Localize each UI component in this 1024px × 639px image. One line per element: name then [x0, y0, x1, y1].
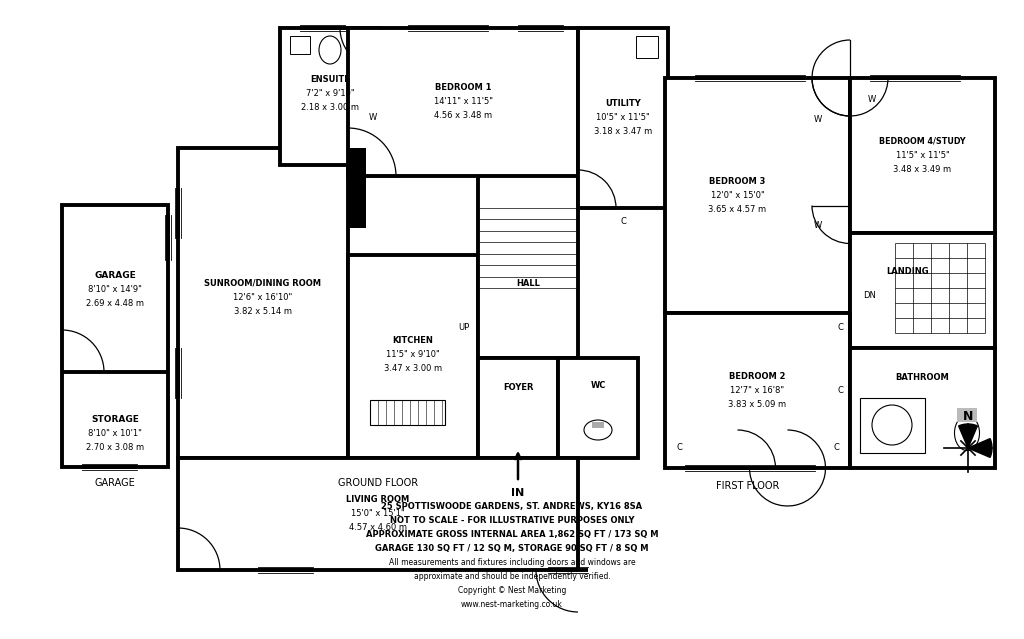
Text: 14'11" x 11'5": 14'11" x 11'5": [433, 98, 493, 107]
Text: GROUND FLOOR: GROUND FLOOR: [338, 478, 418, 488]
Ellipse shape: [872, 405, 912, 445]
Text: 8'10" x 14'9": 8'10" x 14'9": [88, 284, 142, 293]
Text: BEDROOM 4/STUDY: BEDROOM 4/STUDY: [880, 137, 966, 146]
Text: APPROXIMATE GROSS INTERNAL AREA 1,862 SQ FT / 173 SQ M: APPROXIMATE GROSS INTERNAL AREA 1,862 SQ…: [366, 530, 658, 539]
Text: approximate and should be independently verified.: approximate and should be independently …: [414, 572, 610, 581]
Text: 3.65 x 4.57 m: 3.65 x 4.57 m: [709, 205, 767, 214]
Text: C: C: [621, 217, 626, 226]
Text: BEDROOM 3: BEDROOM 3: [710, 177, 766, 186]
Text: LANDING: LANDING: [886, 266, 929, 275]
Text: W: W: [814, 221, 822, 230]
Text: 8'10" x 10'1": 8'10" x 10'1": [88, 429, 142, 438]
Text: NOT TO SCALE - FOR ILLUSTRATIVE PURPOSES ONLY: NOT TO SCALE - FOR ILLUSTRATIVE PURPOSES…: [390, 516, 634, 525]
Text: N: N: [963, 410, 973, 422]
Text: UP: UP: [459, 323, 470, 332]
Text: IN: IN: [511, 488, 524, 498]
Text: 12'0" x 15'0": 12'0" x 15'0": [711, 191, 764, 200]
Text: 2.18 x 3.00 m: 2.18 x 3.00 m: [301, 104, 359, 112]
Bar: [850, 233, 995, 348]
Text: 12'6" x 16'10": 12'6" x 16'10": [233, 293, 293, 302]
Text: BEDROOM 2: BEDROOM 2: [729, 372, 785, 381]
Text: 11'5" x 11'5": 11'5" x 11'5": [896, 151, 949, 160]
Bar: [178, 458, 578, 570]
Bar: [578, 28, 668, 208]
Text: WC: WC: [590, 381, 605, 390]
Polygon shape: [958, 424, 977, 448]
Text: 11'5" x 9'10": 11'5" x 9'10": [386, 350, 440, 359]
Text: KITCHEN: KITCHEN: [392, 336, 433, 345]
Bar: [348, 28, 578, 176]
Text: ENSUITE: ENSUITE: [310, 75, 350, 84]
Text: DN: DN: [863, 291, 877, 300]
Bar: [290, 36, 310, 54]
Bar: [370, 400, 445, 425]
Text: W: W: [814, 116, 822, 125]
Text: 4.57 x 4.60 m: 4.57 x 4.60 m: [349, 523, 407, 532]
Text: SUNROOM/DINING ROOM: SUNROOM/DINING ROOM: [205, 279, 322, 288]
Bar: [665, 313, 850, 468]
Ellipse shape: [584, 420, 612, 440]
Bar: [348, 148, 366, 228]
Text: 7'2" x 9'10": 7'2" x 9'10": [306, 89, 354, 98]
Bar: [62, 205, 168, 467]
Bar: [558, 358, 638, 458]
Text: Copyright © Nest Marketing: Copyright © Nest Marketing: [458, 586, 566, 595]
Text: C: C: [837, 386, 843, 395]
Text: GARAGE 130 SQ FT / 12 SQ M, STORAGE 90 SQ FT / 8 SQ M: GARAGE 130 SQ FT / 12 SQ M, STORAGE 90 S…: [375, 544, 649, 553]
Bar: [592, 422, 604, 428]
Text: C: C: [837, 323, 843, 332]
Text: GARAGE: GARAGE: [94, 478, 135, 488]
Polygon shape: [968, 438, 992, 458]
Text: FOYER: FOYER: [503, 383, 534, 392]
Text: C: C: [834, 443, 839, 452]
Text: 12'7" x 16'8": 12'7" x 16'8": [730, 386, 784, 395]
Bar: [636, 36, 658, 58]
Text: 3.82 x 5.14 m: 3.82 x 5.14 m: [234, 307, 292, 316]
Text: FIRST FLOOR: FIRST FLOOR: [716, 481, 779, 491]
Text: STORAGE: STORAGE: [91, 415, 139, 424]
Text: GARAGE: GARAGE: [94, 270, 136, 279]
Bar: [850, 348, 995, 468]
Bar: [478, 148, 578, 358]
Text: BATHROOM: BATHROOM: [896, 374, 949, 383]
Text: 2.70 x 3.08 m: 2.70 x 3.08 m: [86, 443, 144, 452]
Text: 25 SPOTTISWOODE GARDENS, ST. ANDREWS, KY16 8SA: 25 SPOTTISWOODE GARDENS, ST. ANDREWS, KY…: [381, 502, 643, 511]
Bar: [348, 255, 478, 458]
Text: 15'0" x 15'1": 15'0" x 15'1": [351, 509, 404, 518]
Bar: [957, 408, 977, 422]
Ellipse shape: [954, 415, 980, 450]
Text: www.nest-marketing.co.uk: www.nest-marketing.co.uk: [461, 600, 563, 609]
Bar: [478, 358, 558, 458]
Text: W: W: [369, 112, 377, 121]
Text: 3.83 x 5.09 m: 3.83 x 5.09 m: [728, 400, 786, 409]
Text: All measurements and fixtures including doors and windows are: All measurements and fixtures including …: [389, 558, 635, 567]
Text: HALL: HALL: [516, 279, 540, 288]
Ellipse shape: [319, 36, 341, 64]
Bar: [850, 78, 995, 233]
Text: 10'5" x 11'5": 10'5" x 11'5": [596, 114, 650, 123]
Text: LIVING ROOM: LIVING ROOM: [346, 495, 410, 505]
Text: BEDROOM 1: BEDROOM 1: [435, 84, 492, 93]
Text: 3.18 x 3.47 m: 3.18 x 3.47 m: [594, 128, 652, 137]
Text: 3.47 x 3.00 m: 3.47 x 3.00 m: [384, 364, 442, 373]
Text: W: W: [868, 95, 877, 105]
Bar: [178, 148, 348, 458]
Text: 4.56 x 3.48 m: 4.56 x 3.48 m: [434, 111, 493, 121]
Text: UTILITY: UTILITY: [605, 100, 641, 109]
Bar: [280, 28, 380, 165]
Text: 3.48 x 3.49 m: 3.48 x 3.49 m: [893, 165, 951, 174]
Text: 2.69 x 4.48 m: 2.69 x 4.48 m: [86, 298, 144, 307]
Bar: [860, 398, 925, 453]
Bar: [665, 78, 850, 313]
Text: C: C: [676, 443, 682, 452]
